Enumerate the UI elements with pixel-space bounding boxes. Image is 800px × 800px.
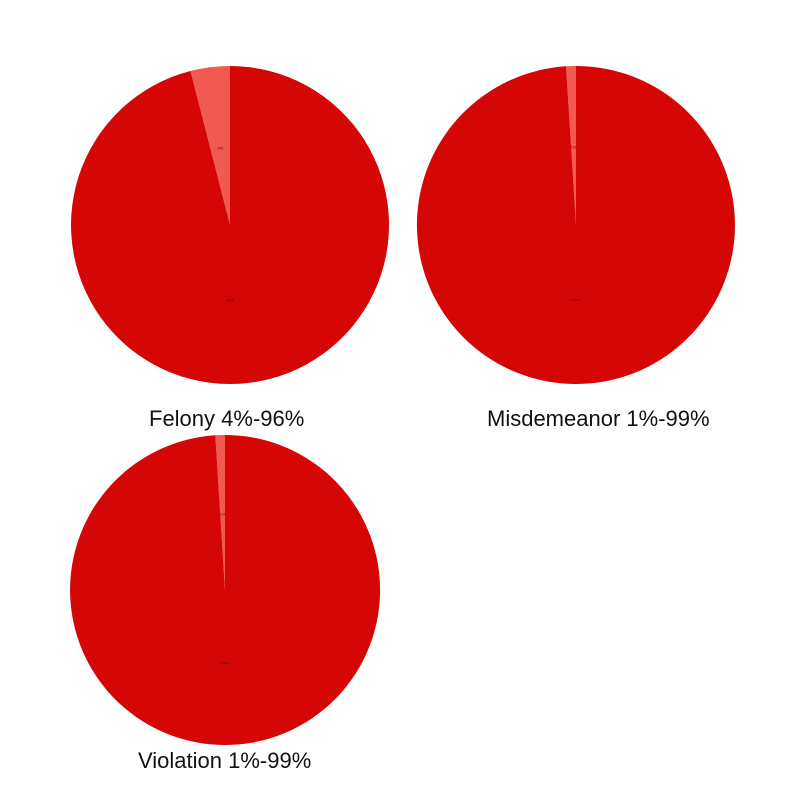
misdemeanor-chart-title: Misdemeanor 1%-99% xyxy=(487,406,710,431)
misdemeanor-slice-major xyxy=(416,66,735,384)
violation-slice-label-major: 99% xyxy=(221,660,229,665)
felony-slice-label-minor: 4% xyxy=(218,145,224,150)
felony-pie-chart: 4% 96% xyxy=(71,66,390,384)
misdemeanor-slice-label-minor: 1% xyxy=(571,145,577,150)
violation-pie-chart: 1% 99% xyxy=(70,435,381,745)
misdemeanor-pie-chart: 1% 99% xyxy=(416,65,735,384)
violation-slice-minor xyxy=(215,435,225,590)
misdemeanor-slice-label-major: 99% xyxy=(572,297,580,302)
violation-chart-title: Violation 1%-99% xyxy=(138,748,312,773)
violation-slice-label-minor: 1% xyxy=(220,512,226,517)
felony-slice-minor xyxy=(190,66,230,225)
felony-slice-major xyxy=(71,66,390,384)
felony-slice-label-major: 96% xyxy=(226,297,234,302)
violation-slice-major xyxy=(70,435,381,745)
misdemeanor-slice-minor xyxy=(566,65,576,225)
felony-chart-title: Felony 4%-96% xyxy=(149,406,305,431)
